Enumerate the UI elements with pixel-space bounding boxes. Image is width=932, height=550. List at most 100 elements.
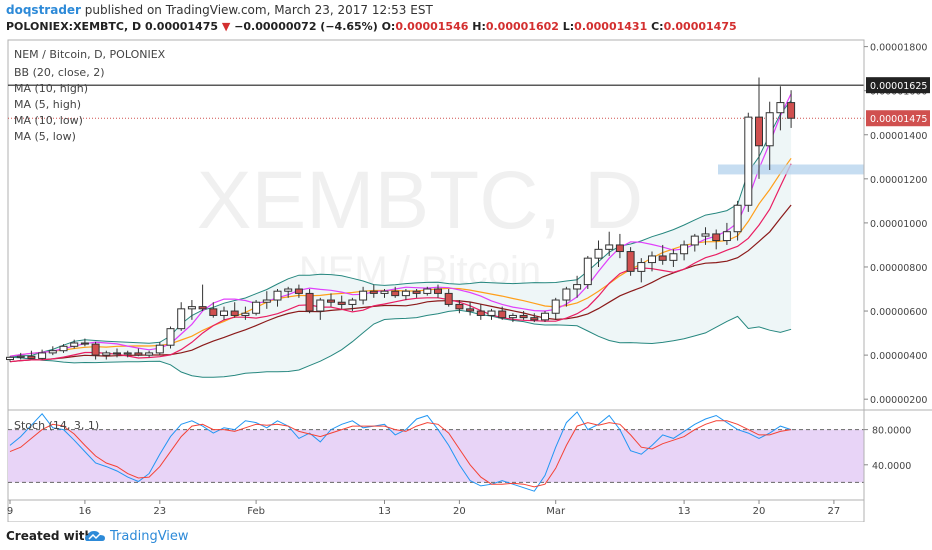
candle-body: [391, 290, 400, 297]
time-tick-label: 20: [753, 506, 766, 517]
candle-body: [48, 350, 57, 354]
author-link[interactable]: doqstrader: [6, 3, 81, 17]
stoch-tick-label: 40.0000: [872, 461, 911, 472]
candle: [476, 304, 485, 320]
candle-body: [230, 310, 239, 316]
candle-body: [466, 308, 475, 312]
candle-body: [91, 343, 100, 356]
last-price-label-box: [866, 110, 930, 127]
stoch-band: [8, 429, 864, 483]
candle: [155, 341, 164, 356]
candle-body: [765, 112, 774, 147]
time-tick-label: Mar: [546, 506, 566, 517]
candle-body: [541, 312, 549, 321]
high-label: H:: [468, 20, 486, 33]
candle: [776, 86, 785, 131]
bb-lower-band: [9, 309, 792, 378]
candle-body: [701, 233, 710, 237]
published-text: published on TradingView.com, March 23, …: [80, 3, 433, 17]
price-tick-label: 0.00001800: [870, 43, 927, 54]
time-tick-label: 16: [79, 506, 92, 517]
time-tick-label: Feb: [247, 506, 265, 517]
tradingview-cloud-icon[interactable]: [84, 528, 106, 544]
candle-body: [369, 290, 378, 294]
time-tick-label: 27: [828, 506, 841, 517]
candle-body: [38, 352, 47, 359]
legend-ma5-high[interactable]: MA (5, high): [14, 98, 82, 111]
symbol-label: POLONIEX:XEMBTC, D: [6, 20, 145, 33]
candle: [220, 306, 228, 320]
price-tick-label: 0.00001000: [870, 219, 927, 230]
candle: [498, 306, 507, 320]
candle-body: [337, 301, 346, 305]
tradingview-brand-link[interactable]: TradingView: [110, 529, 189, 544]
candle: [712, 229, 721, 250]
footer: Created with TradingView: [0, 522, 932, 550]
chart-canvas[interactable]: XEMBTC, D NEM / Bitcoin 0.000018000.0000…: [0, 0, 932, 522]
stoch-tick-label: 80.0000: [872, 426, 911, 437]
candle-body: [776, 102, 785, 114]
candle-body: [380, 290, 389, 294]
candle: [551, 297, 560, 320]
candle: [626, 247, 635, 276]
price-tick-label: 0.00001400: [870, 131, 927, 142]
time-axis[interactable]: 9 16 23 Feb 13 20 Mar 13 20 27: [7, 499, 864, 517]
candle-body: [605, 244, 614, 250]
candle: [594, 240, 603, 267]
candle-body: [316, 299, 325, 312]
candle: [412, 289, 421, 298]
close-value: 0.00001475: [663, 20, 737, 33]
candle-body: [648, 255, 656, 264]
candle-body: [434, 288, 442, 294]
candle-body: [401, 290, 410, 297]
candle: [6, 356, 14, 362]
legend-ma10-high[interactable]: MA (10, high): [14, 82, 89, 95]
legend-ma10-low[interactable]: MA (10, low): [14, 114, 83, 127]
created-with-label: Created with: [6, 529, 94, 543]
symbol-ohlc-line: POLONIEX:XEMBTC, D 0.00001475 ▼ −0.00000…: [6, 20, 737, 33]
candle: [648, 251, 656, 272]
candle: [70, 339, 79, 349]
legend-bb[interactable]: BB (20, close, 2): [14, 66, 105, 79]
candle-body: [359, 290, 368, 301]
legend-stoch[interactable]: Stoch (14, 3, 1): [14, 419, 100, 432]
candle: [241, 306, 250, 320]
price-axis[interactable]: 0.000018000.000016000.000014000.00001200…: [863, 40, 930, 522]
price-tick-label: 0.00000800: [870, 263, 927, 274]
candle-body: [123, 352, 132, 355]
legend-ma5-low[interactable]: MA (5, low): [14, 130, 76, 143]
candle: [530, 313, 539, 323]
candle-body: [583, 257, 592, 286]
candle: [669, 249, 678, 267]
candle-body: [187, 306, 196, 310]
candle: [337, 295, 346, 309]
candle: [690, 233, 699, 252]
change-value: −0.00000072 (−4.65%): [234, 20, 378, 33]
candle-body: [626, 251, 635, 272]
change-arrow: ▼: [221, 20, 231, 33]
time-tick-label: 23: [153, 506, 166, 517]
candle-body: [680, 244, 689, 255]
candle-body: [273, 290, 282, 301]
candle: [59, 344, 68, 353]
candle-body: [16, 355, 25, 358]
candle: [573, 275, 582, 298]
candle: [722, 222, 731, 245]
candle-body: [59, 345, 68, 352]
candle-body: [134, 352, 143, 356]
candle-body: [27, 355, 36, 359]
candle: [252, 300, 261, 316]
candle: [583, 255, 592, 290]
candle: [316, 297, 325, 320]
candle-body: [241, 312, 250, 316]
time-tick-label: 13: [678, 506, 691, 517]
open-label: O:: [377, 20, 396, 33]
candle-body: [562, 288, 571, 301]
candle: [359, 286, 368, 305]
candle-body: [455, 303, 464, 310]
stoch-axis[interactable]: 80.0000 40.0000: [864, 426, 911, 472]
resistance-label-box: [866, 77, 930, 94]
price-tick-label: 0.00001200: [870, 175, 927, 186]
candle-body: [615, 244, 624, 253]
highlight-zone: [718, 164, 864, 175]
